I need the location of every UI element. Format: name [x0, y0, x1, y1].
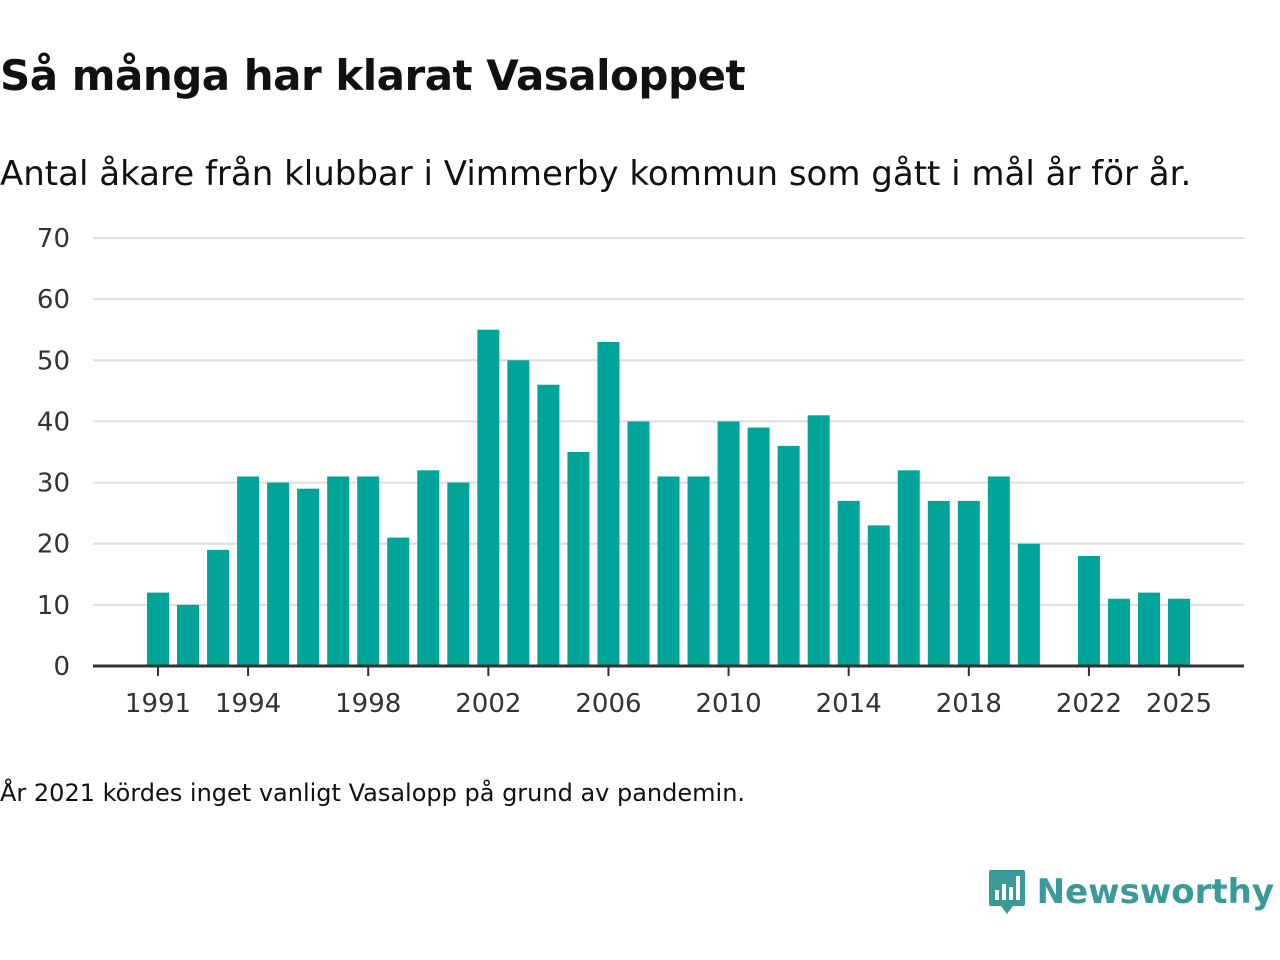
- bar-2007: [627, 421, 650, 666]
- brand-name: Newsworthy: [1036, 872, 1274, 912]
- x-tick-label: 2022: [1056, 689, 1122, 719]
- bar-2024: [1137, 592, 1160, 666]
- bar-2011: [747, 427, 770, 666]
- x-tick-label: 1998: [335, 689, 401, 719]
- bar-2001: [447, 482, 470, 666]
- bar-1997: [327, 476, 350, 666]
- bar-chart: 0 10 20 30 40 50 60 70 1991 1994 1998 2002 2006 2010…: [37, 224, 1244, 719]
- bar-2013: [807, 415, 830, 666]
- bar-2014: [837, 500, 860, 666]
- y-tick-label: 20: [37, 530, 70, 560]
- bar-2023: [1107, 598, 1130, 666]
- brand-logo: Newsworthy: [987, 868, 1274, 916]
- bar-1995: [267, 482, 290, 666]
- y-tick-label: 10: [37, 591, 70, 621]
- bar-2004: [537, 384, 560, 666]
- x-tick-label: 2025: [1146, 689, 1212, 719]
- x-tick-label: 2002: [455, 689, 521, 719]
- bar-2016: [897, 470, 920, 666]
- bar-2012: [777, 445, 800, 666]
- bar-1993: [207, 549, 230, 666]
- x-axis: 1991 1994 1998 2002 2006 2010 2014 2018 2022 2025: [93, 664, 1244, 719]
- bar-2019: [987, 476, 1010, 666]
- bar-2020: [1017, 543, 1040, 666]
- bar-2005: [567, 452, 590, 666]
- newsworthy-chart-bubble-icon: [988, 870, 1025, 914]
- bar-2003: [507, 360, 530, 666]
- bar-2010: [717, 421, 740, 666]
- bar-2015: [867, 525, 890, 666]
- chart-subtitle: Antal åkare från klubbar i Vimmerby komm…: [0, 154, 1192, 194]
- x-tick-label: 2014: [816, 689, 882, 719]
- bar-1992: [177, 604, 200, 666]
- y-tick-label: 40: [37, 407, 70, 437]
- x-tick-label: 1994: [215, 689, 281, 719]
- x-tick-label: 2018: [936, 689, 1002, 719]
- bar-2017: [927, 500, 950, 666]
- bar-2018: [957, 500, 980, 666]
- y-tick-label: 70: [37, 224, 70, 254]
- bar-2009: [687, 476, 710, 666]
- bar-2008: [657, 476, 680, 666]
- bar-2025: [1168, 598, 1191, 666]
- bar-1998: [357, 476, 380, 666]
- y-tick-label: 50: [37, 346, 70, 376]
- bar-2002: [477, 329, 500, 666]
- y-tick-label: 0: [53, 652, 70, 682]
- bar-2006: [597, 341, 620, 666]
- chart-title: Så många har klarat Vasaloppet: [0, 51, 746, 100]
- y-tick-label: 60: [37, 285, 70, 315]
- y-tick-label: 30: [37, 469, 70, 499]
- bar-2022: [1077, 555, 1100, 666]
- y-axis-labels: 0 10 20 30 40 50 60 70: [37, 224, 70, 682]
- x-tick-label: 1991: [125, 689, 191, 719]
- bar-1991: [147, 592, 169, 666]
- bar-1999: [387, 537, 410, 666]
- x-tick-label: 2010: [695, 689, 761, 719]
- bar-1994: [237, 476, 260, 666]
- x-tick-label: 2006: [575, 689, 641, 719]
- bar-2000: [417, 470, 440, 666]
- footnote: År 2021 kördes inget vanligt Vasalopp på…: [0, 779, 746, 807]
- bar-1996: [297, 488, 320, 666]
- bars: [147, 329, 1191, 666]
